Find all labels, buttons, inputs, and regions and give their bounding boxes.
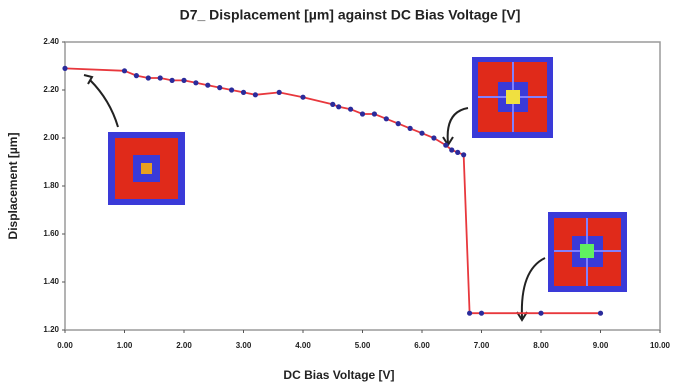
data-point [146,75,151,80]
data-point [277,90,282,95]
data-point [360,111,365,116]
x-tick-label: 4.00 [295,341,311,350]
data-point [158,75,163,80]
data-point [241,90,246,95]
data-point [449,147,454,152]
y-tick-label: 1.20 [43,325,59,334]
data-point [384,116,389,121]
data-point [348,107,353,112]
x-tick-label: 1.00 [117,341,133,350]
data-point [443,143,448,148]
chart: D7_ Displacement [µm] against DC Bias Vo… [0,0,678,388]
data-point [193,80,198,85]
data-point [330,102,335,107]
x-tick-label: 3.00 [236,341,252,350]
y-tick-label: 1.80 [43,181,59,190]
chart-title: D7_ Displacement [µm] against DC Bias Vo… [180,7,521,23]
data-point [419,131,424,136]
y-tick-label: 2.20 [43,85,59,94]
x-tick-label: 7.00 [474,341,490,350]
data-point [598,311,603,316]
x-tick-label: 10.00 [650,341,671,350]
data-point [134,73,139,78]
data-point [122,68,127,73]
data-point [455,150,460,155]
data-point [396,121,401,126]
data-point [217,85,222,90]
data-point [372,111,377,116]
data-point [300,95,305,100]
data-point [229,87,234,92]
x-axis-label: DC Bias Voltage [V] [283,368,394,382]
y-axis-label: Displacement [µm] [6,133,20,240]
y-tick-label: 1.40 [43,277,59,286]
data-point [253,92,258,97]
data-point [538,311,543,316]
data-point [336,104,341,109]
x-tick-label: 9.00 [593,341,609,350]
data-point [408,126,413,131]
y-tick-label: 2.00 [43,133,59,142]
data-point [479,311,484,316]
inset-image [472,57,553,138]
x-tick-label: 6.00 [414,341,430,350]
inset-image [548,212,627,292]
data-point [461,152,466,157]
data-point [431,135,436,140]
y-tick-label: 1.60 [43,229,59,238]
page: D7_ Displacement [µm] against DC Bias Vo… [0,0,678,388]
y-tick-label: 2.40 [43,37,59,46]
data-point [205,83,210,88]
data-point [181,78,186,83]
x-tick-label: 2.00 [176,341,192,350]
data-point [467,311,472,316]
data-point [62,66,67,71]
inset-image [108,132,185,205]
data-point [170,78,175,83]
x-tick-label: 5.00 [355,341,371,350]
x-tick-label: 0.00 [57,341,73,350]
x-tick-label: 8.00 [533,341,549,350]
